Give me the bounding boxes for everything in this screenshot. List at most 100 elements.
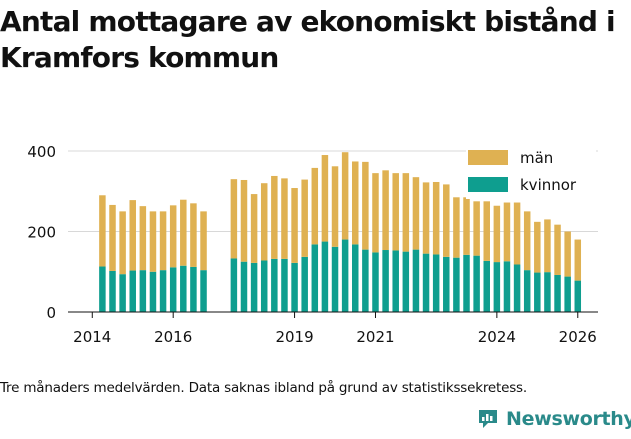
bar-man (402, 173, 410, 252)
bar-man (281, 178, 288, 259)
bar-kvinnor (109, 270, 116, 312)
bar-kvinnor (523, 270, 531, 312)
brand-name: Newsworthy (506, 408, 631, 430)
y-tick-label: 400 (27, 143, 56, 161)
bar-man (392, 173, 399, 251)
axes: 0 200 400 2014 2016 2019 2021 2024 2026 (27, 143, 598, 346)
bar-man (139, 206, 147, 271)
bar-man (321, 155, 329, 242)
bar-kvinnor (311, 244, 319, 312)
bar-man (119, 211, 126, 275)
bar-kvinnor (513, 264, 521, 312)
chart-caption: Tre månaders medelvärden. Data saknas ib… (0, 380, 527, 396)
bar-kvinnor (271, 258, 278, 312)
bar-man (260, 183, 268, 261)
bar-kvinnor (564, 276, 571, 312)
x-tick-label: 2021 (356, 328, 394, 346)
bar-man (483, 201, 490, 261)
bar-man (432, 181, 440, 255)
brand-logo: Newsworthy (476, 407, 631, 431)
bar-kvinnor (463, 254, 470, 312)
bar-man (493, 205, 501, 263)
bar-kvinnor (473, 255, 480, 312)
bar-man (250, 194, 258, 263)
bar-man (331, 166, 339, 247)
bar-kvinnor (331, 246, 339, 312)
y-tick-label: 200 (27, 224, 56, 242)
bar-kvinnor (291, 262, 298, 312)
bar-kvinnor (483, 260, 490, 312)
bar-man (109, 204, 116, 271)
bar-man (564, 231, 571, 277)
bar-man (422, 182, 430, 254)
x-tick-label: 2026 (559, 328, 597, 346)
bar-kvinnor (321, 241, 329, 312)
bar-kvinnor (453, 257, 460, 312)
bar-kvinnor (119, 274, 126, 312)
newsworthy-logo-icon (479, 410, 497, 428)
legend-man-label: män (520, 149, 553, 167)
bar-man (362, 161, 369, 250)
bar-kvinnor (544, 272, 551, 312)
bar-kvinnor (422, 253, 430, 312)
bar-man (372, 173, 379, 253)
bar-kvinnor (392, 250, 399, 312)
bar-man (149, 211, 157, 272)
bar-kvinnor (180, 265, 187, 312)
bar-man (129, 200, 136, 271)
legend-kvinnor-swatch (468, 177, 508, 192)
bar-man (341, 152, 349, 240)
x-tick-label: 2014 (73, 328, 111, 346)
bar-kvinnor (443, 256, 450, 312)
bar-man (554, 224, 561, 275)
bar-man (99, 195, 106, 267)
bar-man (523, 211, 531, 271)
bar-man (190, 203, 197, 267)
bar-kvinnor (149, 271, 157, 312)
bar-man (240, 179, 248, 262)
bar-man (301, 179, 308, 257)
bar-kvinnor (341, 239, 349, 312)
bar-man (544, 219, 551, 273)
bar-kvinnor (402, 251, 410, 312)
bar-man (352, 161, 359, 245)
bar-kvinnor (250, 262, 258, 312)
x-tick-label: 2024 (478, 328, 516, 346)
bar-kvinnor (352, 244, 359, 312)
bar-kvinnor (200, 270, 207, 312)
bar-man (271, 175, 278, 259)
bar-man (453, 197, 460, 258)
bar-kvinnor (503, 261, 511, 312)
bar-kvinnor (230, 258, 238, 312)
bar-kvinnor (493, 262, 501, 312)
bar-kvinnor (534, 272, 541, 312)
bar-kvinnor (129, 270, 136, 312)
bar-man (513, 202, 521, 265)
bar-man (200, 211, 207, 271)
y-tick-label: 0 (46, 304, 56, 322)
bar-kvinnor (159, 270, 167, 312)
chart: 0 200 400 2014 2016 2019 2021 2024 2026 män kvinn… (27, 143, 598, 346)
bar-kvinnor (99, 266, 106, 312)
bar-man (412, 177, 420, 250)
bar-kvinnor (432, 254, 440, 312)
bar-man (443, 184, 450, 257)
bar-kvinnor (190, 266, 197, 312)
bar-man (230, 179, 238, 259)
bar-man (534, 221, 541, 273)
bar-man (291, 188, 298, 263)
bar-kvinnor (240, 261, 248, 312)
bar-man (382, 170, 389, 251)
bar-kvinnor (554, 274, 561, 312)
x-tick-label: 2016 (154, 328, 192, 346)
bar-man (473, 201, 480, 256)
bar-kvinnor (301, 256, 308, 312)
x-tick-label: 2019 (275, 328, 313, 346)
legend: män kvinnor (466, 148, 596, 199)
bar-kvinnor (139, 270, 147, 312)
bar-kvinnor (574, 280, 582, 312)
legend-kvinnor-label: kvinnor (520, 176, 577, 194)
bar-man (159, 211, 167, 271)
bar-kvinnor (260, 260, 268, 312)
